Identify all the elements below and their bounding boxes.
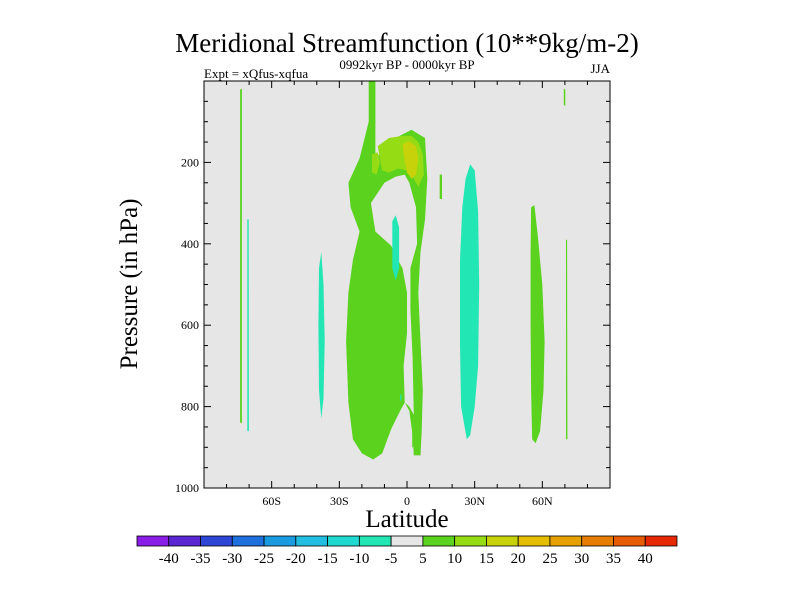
colorbar-label: -5 [385, 551, 398, 567]
colorbar-swatch [263, 535, 297, 547]
x-tick-label: 0 [404, 494, 410, 508]
colorbar-swatch [295, 535, 328, 547]
colorbar-label: -35 [191, 551, 211, 567]
x-tick-label: 30N [464, 494, 485, 508]
colorbar-label: 30 [574, 551, 589, 567]
colorbar-label: -10 [349, 551, 369, 567]
colorbar-label: -25 [254, 551, 274, 567]
x-tick-label: 60S [262, 494, 281, 508]
colorbar-swatch [644, 535, 678, 547]
colorbar-swatch [454, 535, 487, 547]
colorbar-swatch [581, 535, 614, 547]
colorbar-label: -40 [159, 551, 179, 567]
colorbar-label: -15 [318, 551, 338, 567]
contour-green-55n-column [530, 205, 545, 444]
axis-ticks: 60S 30S 0 30N 60N 200 400 600 800 1000 [175, 81, 610, 508]
y-tick-label: 1000 [175, 481, 199, 495]
contour-cyan-25n-column [460, 164, 480, 440]
contour-cyan-eq-dot [400, 394, 402, 401]
colorbar-swatch [390, 535, 424, 547]
contour-cyan-35s-blob [318, 251, 325, 419]
colorbar-label: -30 [222, 551, 242, 567]
contour-yellow-core-center [402, 141, 419, 179]
colorbar-swatch [517, 535, 551, 547]
colorbar-label: 5 [419, 551, 427, 567]
subtitle-center: 0992kyr BP - 0000kyr BP [339, 57, 474, 72]
colorbar-swatch [327, 535, 360, 547]
colorbar-swatch [136, 535, 170, 547]
contour-cyan-eq-blob [392, 215, 400, 281]
contour-green-upper-cap [372, 152, 380, 175]
colorbar-swatch [549, 535, 583, 547]
contour-green-70n-sliver-top [563, 89, 566, 106]
colorbar-label: 25 [542, 551, 557, 567]
colorbar-swatch [168, 535, 201, 547]
colorbar: -40 -35 -30 -25 -20 -15 -10 -5 5 10 15 20 25 30 35 40 [136, 535, 678, 567]
chart-title: Meridional Streamfunction (10**9kg/m-2) [175, 28, 638, 58]
contour-green-70n-column [566, 239, 568, 440]
colorbar-swatch [486, 535, 519, 547]
y-axis-label: Pressure (in hPa) [116, 199, 143, 370]
y-tick-label: 400 [181, 237, 199, 251]
colorbar-label: -20 [286, 551, 306, 567]
subtitle-right: JJA [590, 61, 610, 76]
x-tick-label: 60N [532, 494, 553, 508]
subtitle-left: Expt = xQfus-xqfua [204, 66, 308, 81]
contour-green-eq-sliver [412, 418, 414, 448]
colorbar-label: 20 [511, 551, 526, 567]
colorbar-swatch [422, 535, 456, 547]
contour-green-65s-column [240, 89, 242, 423]
colorbar-label: 35 [606, 551, 621, 567]
x-axis-label: Latitude [365, 506, 448, 533]
colorbar-swatch [231, 535, 265, 547]
y-tick-label: 200 [181, 155, 199, 169]
contour-green-15n-sliver [439, 174, 442, 199]
y-tick-label: 600 [181, 318, 199, 332]
colorbar-swatch [358, 535, 392, 547]
colorbar-label: 15 [479, 551, 494, 567]
colorbar-swatch [613, 535, 646, 547]
contour-cyan-65s-column [247, 219, 249, 431]
colorbar-label: 10 [447, 551, 462, 567]
contour-regions [240, 81, 568, 460]
x-tick-label: 30S [330, 494, 349, 508]
contour-white-inner-region [370, 174, 418, 415]
y-tick-label: 800 [181, 400, 199, 414]
colorbar-label: 40 [638, 551, 653, 567]
colorbar-swatch [200, 535, 233, 547]
